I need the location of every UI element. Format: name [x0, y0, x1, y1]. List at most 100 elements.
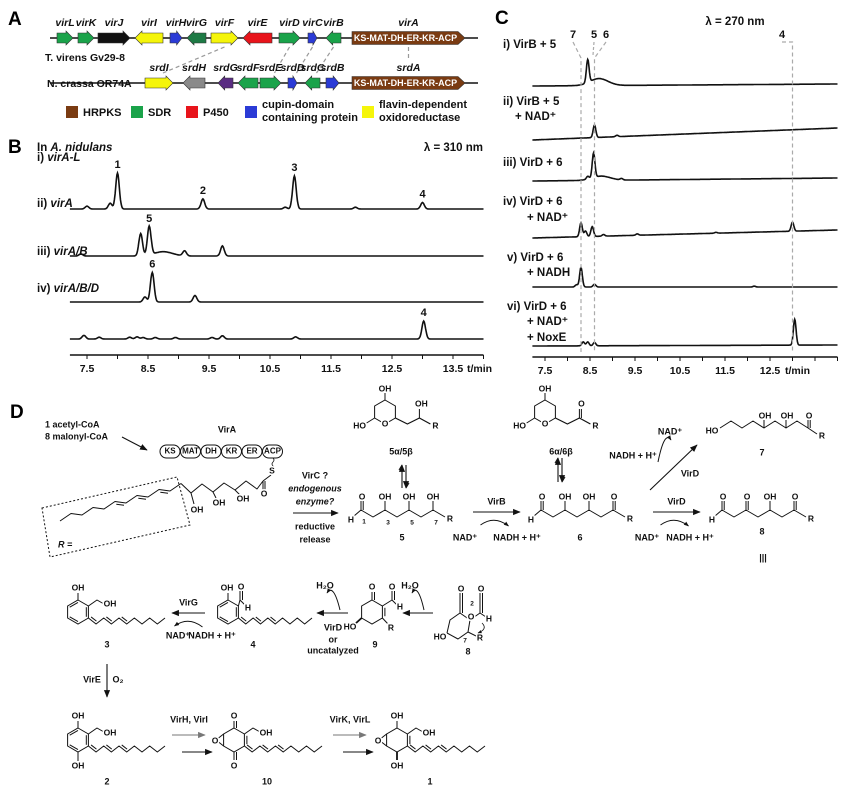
pks-domain-label: DH — [205, 447, 217, 456]
atom-label: O — [744, 491, 751, 501]
hydroxyl-bond — [354, 617, 363, 625]
legend-label: containing protein — [262, 112, 358, 124]
carbon-chain — [446, 612, 481, 634]
curved-cofactor-arrow — [480, 519, 509, 527]
x-tick-label: 12.5 — [382, 363, 403, 375]
compound-label: 4 — [250, 639, 255, 649]
step-virD-reduction: VirD NADH + H⁺ NAD⁺ — [609, 426, 700, 491]
atom-label: OH — [403, 491, 416, 501]
compound-label: 7 — [759, 447, 764, 457]
gene-label-srdB: srdB — [321, 62, 345, 74]
side-chain — [555, 417, 591, 425]
half-arrowhead — [405, 482, 410, 489]
atom-label: O — [261, 488, 268, 498]
aromatic-bond — [69, 729, 79, 736]
gene-label-virE: virE — [248, 17, 269, 29]
atom-label: H — [348, 514, 354, 524]
trace-line — [69, 170, 484, 210]
atom-label: R — [477, 632, 483, 642]
atom-label: OH — [72, 760, 85, 770]
water-label: H₂O — [401, 580, 419, 590]
position-number: 1 — [362, 519, 366, 526]
alkene-double-bond — [106, 616, 113, 622]
gene-arrow-virB — [325, 30, 342, 46]
legend-swatch-cupin — [245, 106, 257, 118]
panel-label-b: B — [8, 137, 22, 158]
step-virK-virL: VirK, VirL — [330, 714, 374, 756]
legend-label: flavin-dependent — [379, 99, 467, 111]
benzene-ring — [67, 727, 89, 753]
pks-domain-label: KR — [226, 447, 238, 456]
cofactor-out-label: NADH + H⁺ — [493, 532, 541, 542]
gene-label-virD: virD — [279, 17, 300, 29]
substrate-label: 8 malonyl-CoA — [45, 431, 109, 441]
atom-label: O — [720, 491, 727, 501]
legend-swatch-SDR — [131, 106, 143, 118]
gene-label-srdH: srdH — [182, 62, 206, 74]
gene-arrow-srdF — [237, 75, 259, 91]
cofactor-in-label: NADH + H⁺ — [609, 450, 657, 460]
compound-label: 3 — [104, 639, 109, 649]
hydroxymethyl-bond — [88, 599, 105, 607]
carbonyl-bond — [467, 619, 471, 633]
gene-arrow-virK — [77, 30, 95, 46]
homolog-connectors — [162, 46, 410, 74]
carbon-chain — [353, 509, 446, 518]
aldehyde-h-bond — [239, 599, 246, 606]
release-label: release — [299, 534, 330, 544]
x-tick-label: 11.5 — [715, 365, 735, 377]
peak-label: 4 — [419, 188, 426, 200]
gene-arrow-virG — [186, 30, 207, 46]
organism-label: N. crassa OR74A — [47, 78, 132, 90]
alkene-double-bond — [277, 744, 284, 750]
gene-arrow-virE — [242, 30, 273, 46]
trace-label: + NAD⁺ — [527, 212, 568, 224]
catalyst-label: uncatalyzed — [307, 645, 359, 655]
atom-label: HO — [434, 631, 447, 641]
atom-label: OH — [72, 710, 85, 720]
homolog-dashed-line — [315, 46, 335, 74]
pks-name: VirA — [218, 424, 237, 434]
reference-dashed-line — [782, 41, 794, 352]
atom-label: OH — [764, 491, 777, 501]
chromatogram-panel-B: B In A. nidulans λ = 310 nm — [8, 137, 483, 158]
atom-label: OH — [391, 710, 404, 720]
gene-label-virG: virG — [186, 17, 207, 29]
atom-label: O — [468, 611, 475, 621]
trace-label: iii) virA/B — [37, 246, 88, 258]
compound-label: 5 — [399, 532, 404, 542]
title-organism: A. nidulans — [49, 142, 112, 154]
atom-label: R — [819, 430, 825, 440]
enzyme-label: VirB — [487, 496, 506, 506]
pks-domain-label: ER — [246, 447, 257, 456]
position-number: 7 — [463, 638, 467, 645]
reference-dashed-line — [593, 41, 607, 352]
trace-label: + NAD⁺ — [527, 316, 568, 328]
compound-label: 1 — [427, 776, 432, 786]
atom-label: R — [808, 513, 814, 523]
chart-title: In A. nidulans — [37, 142, 112, 154]
thioester-bond — [262, 474, 272, 482]
curved-water-arrow — [411, 588, 425, 611]
chromatogram-trace: v) VirD + 6 + NADH — [507, 252, 838, 288]
r-group-dashed-box — [41, 476, 191, 558]
aromatic-bond — [69, 616, 79, 623]
gene-arrow-srdG — [217, 75, 234, 91]
x-tick-label: 9.5 — [628, 365, 643, 377]
position-number: 2 — [470, 601, 474, 608]
gene-arrow-virL — [56, 30, 74, 46]
trace-index: iii) — [37, 246, 54, 258]
reference-dashed-line — [572, 41, 582, 352]
r-group-label: R = — [58, 539, 73, 549]
equilibrium-5 — [398, 464, 410, 489]
trace-strain: virA/B — [54, 246, 88, 258]
legend-label: SDR — [148, 107, 171, 119]
atom-label: O — [231, 760, 238, 770]
trace-label: ii) VirB + 5 — [503, 96, 560, 108]
panel-label-c: C — [495, 8, 509, 29]
atom-label: O — [359, 491, 366, 501]
hydroxyl-bond — [366, 417, 375, 424]
title-prefix: In — [37, 142, 50, 154]
atom-label: HO — [353, 420, 366, 430]
